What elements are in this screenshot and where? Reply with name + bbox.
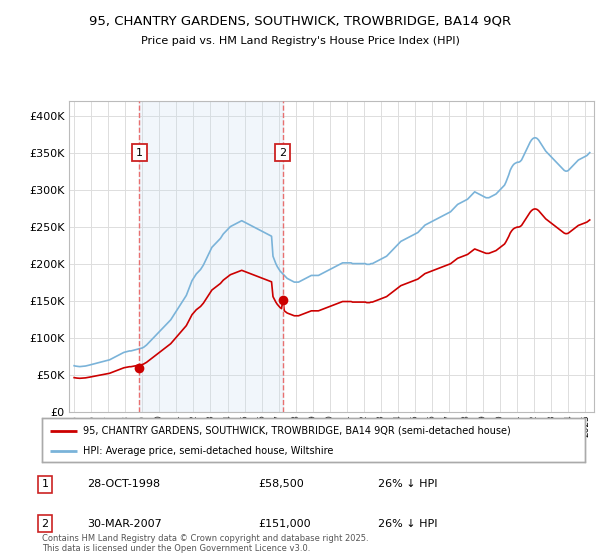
Text: 26% ↓ HPI: 26% ↓ HPI (378, 479, 437, 489)
Text: 1: 1 (136, 148, 143, 157)
Text: 95, CHANTRY GARDENS, SOUTHWICK, TROWBRIDGE, BA14 9QR: 95, CHANTRY GARDENS, SOUTHWICK, TROWBRID… (89, 14, 511, 27)
Bar (139, 101, 283, 412)
Text: £58,500: £58,500 (258, 479, 304, 489)
Text: Contains HM Land Registry data © Crown copyright and database right 2025.
This d: Contains HM Land Registry data © Crown c… (42, 534, 368, 553)
Text: 2: 2 (280, 148, 286, 157)
Text: HPI: Average price, semi-detached house, Wiltshire: HPI: Average price, semi-detached house,… (83, 446, 333, 456)
Text: 30-MAR-2007: 30-MAR-2007 (87, 519, 162, 529)
Text: 28-OCT-1998: 28-OCT-1998 (87, 479, 160, 489)
Text: 26% ↓ HPI: 26% ↓ HPI (378, 519, 437, 529)
Text: Price paid vs. HM Land Registry's House Price Index (HPI): Price paid vs. HM Land Registry's House … (140, 36, 460, 46)
Text: 95, CHANTRY GARDENS, SOUTHWICK, TROWBRIDGE, BA14 9QR (semi-detached house): 95, CHANTRY GARDENS, SOUTHWICK, TROWBRID… (83, 426, 511, 436)
Text: 2: 2 (41, 519, 49, 529)
Text: £151,000: £151,000 (258, 519, 311, 529)
Text: 1: 1 (41, 479, 49, 489)
